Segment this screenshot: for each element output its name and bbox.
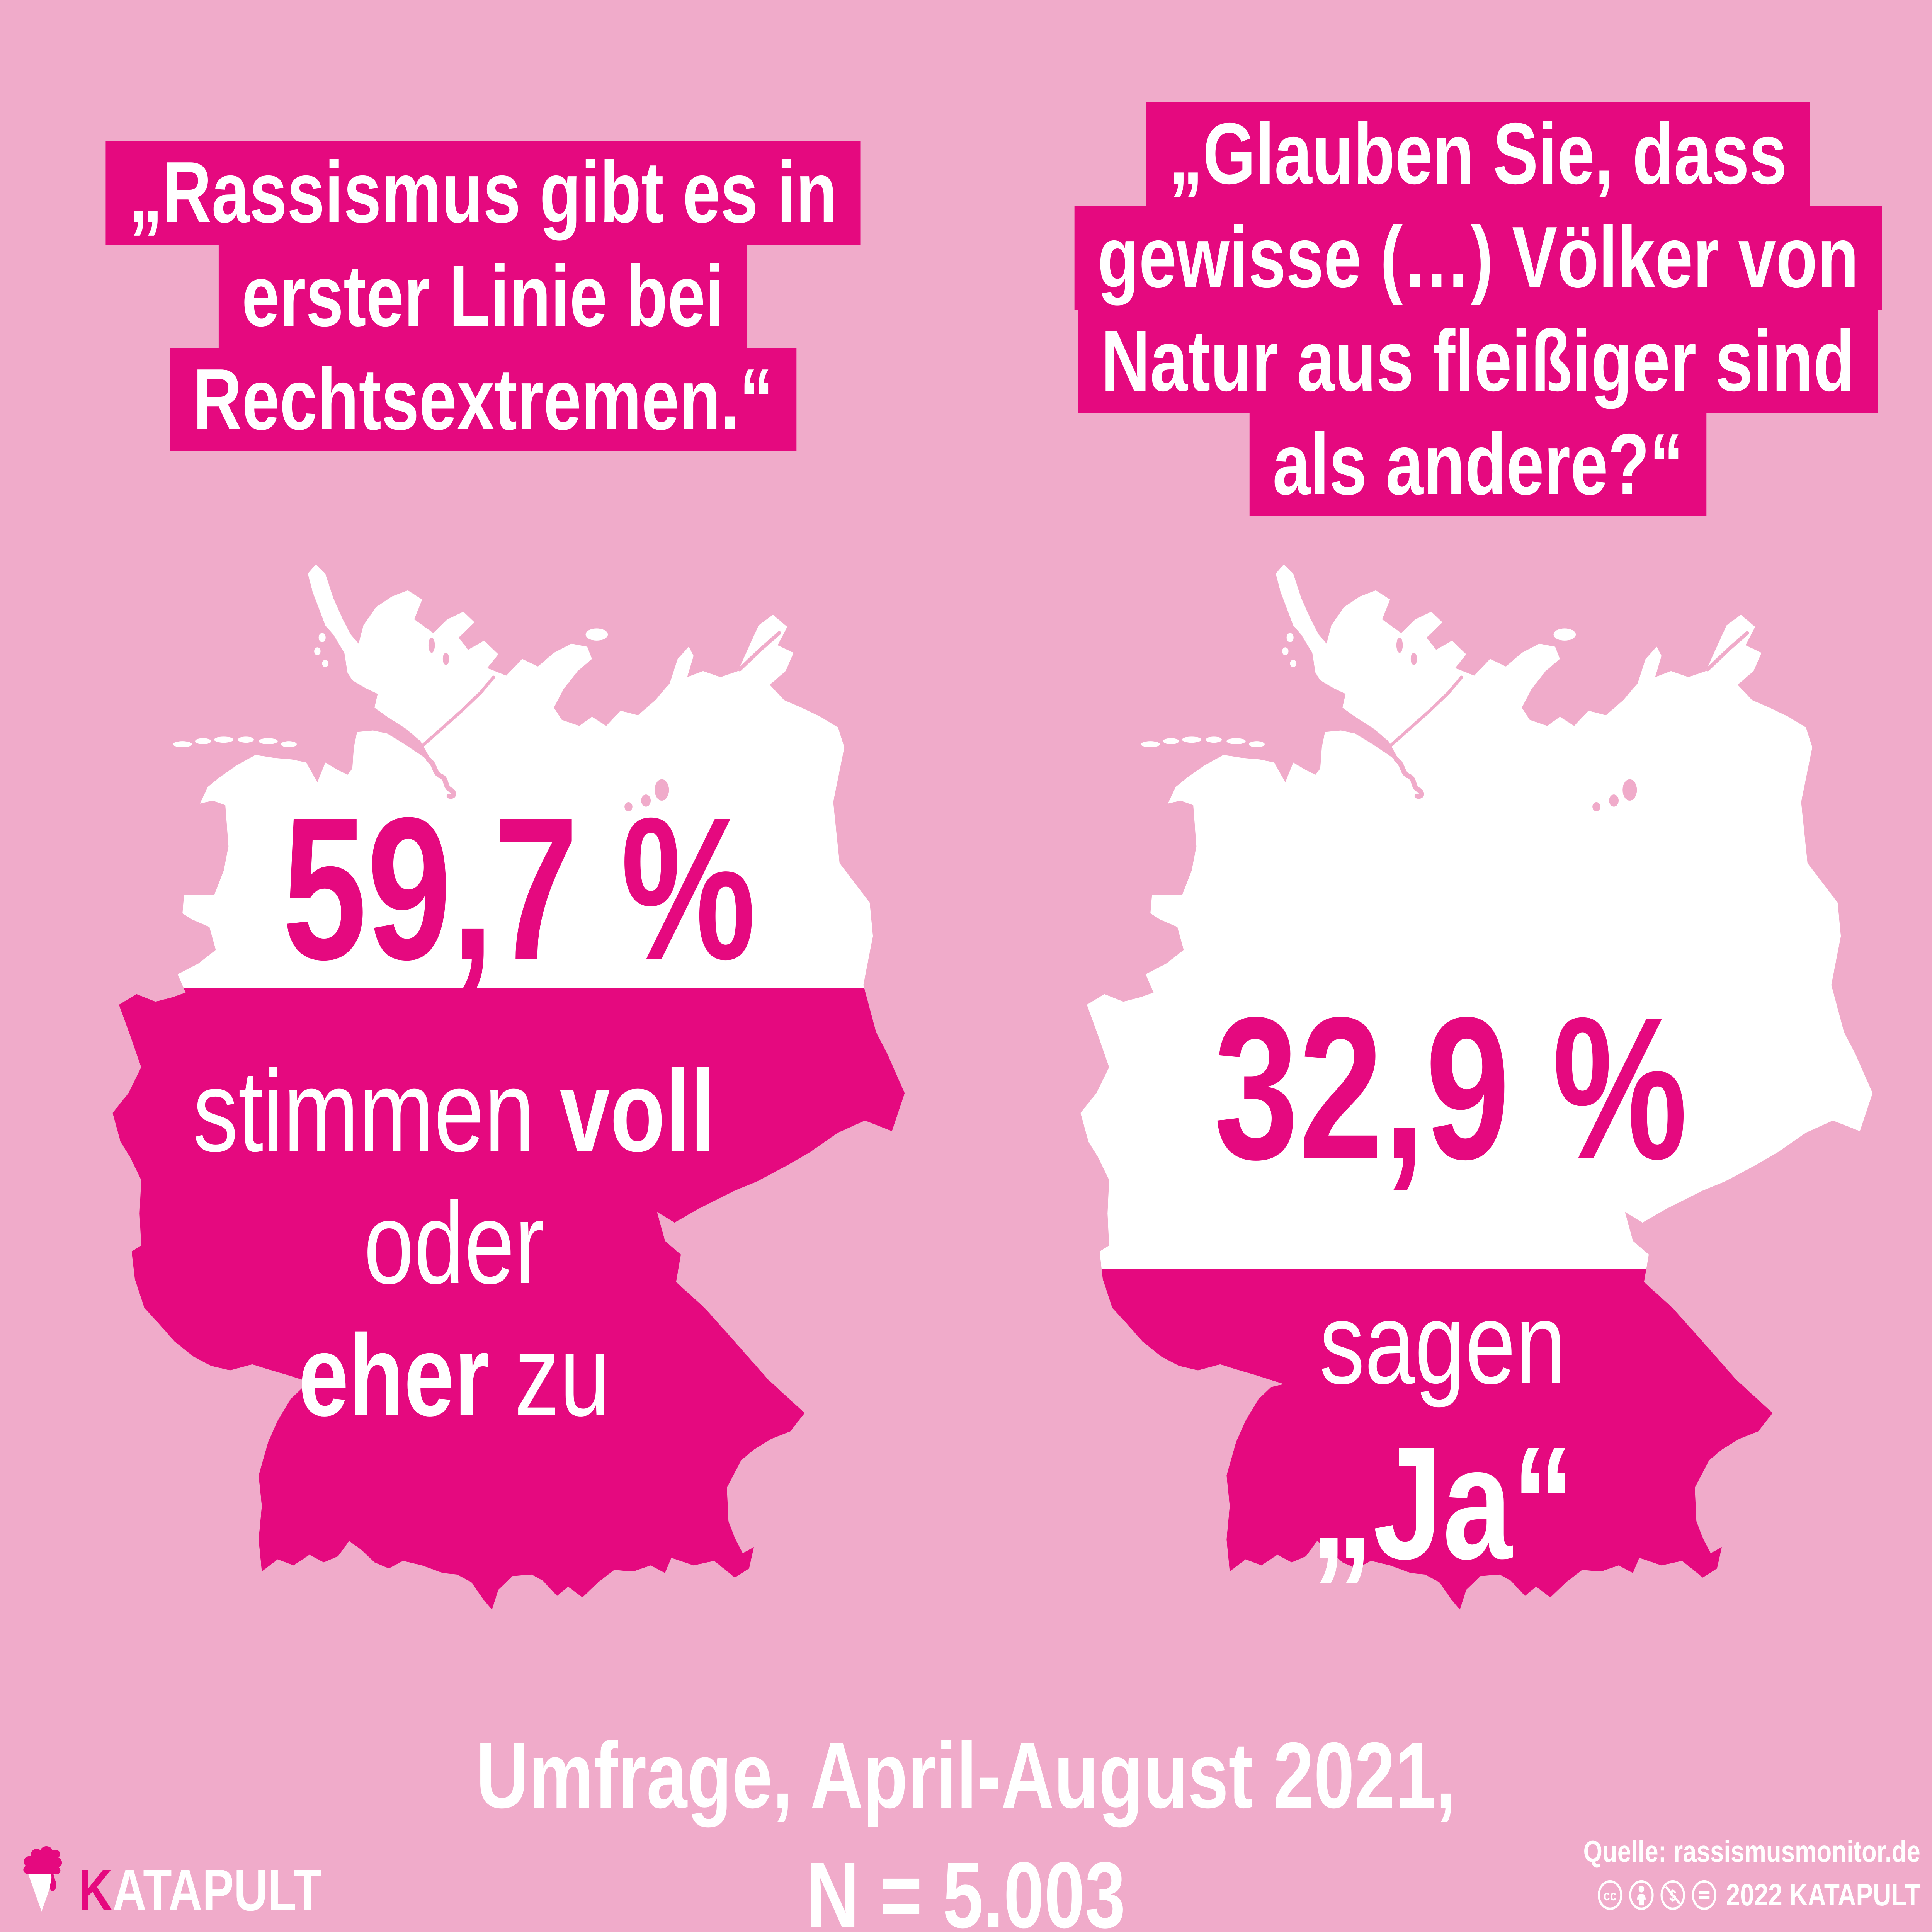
question-right: „Glauben Sie, dass gewisse (…) Völker vo… [1043, 102, 1913, 516]
question-left-line1: „Rassismus gibt es in [105, 141, 861, 245]
schlei-inlet [428, 638, 435, 653]
cc-icon: cc [1598, 1880, 1622, 1910]
source-block: Quelle: rassismusmonitor.de cc $ 202 [1509, 1832, 1920, 1913]
elbe-river-line [426, 757, 456, 799]
question-right-line3: Natur aus fleißiger sind [1078, 309, 1878, 413]
caption-left-regular1: stimmen [193, 1046, 560, 1176]
islands-left [173, 628, 608, 747]
value-label-right: 32,9 % [1214, 975, 1688, 1202]
katapult-wordmark: KATAPULT [78, 1861, 322, 1920]
map-right-caption: sagen „Ja“ [1038, 1277, 1847, 1587]
value-label-left: 59,7 % [282, 776, 756, 1002]
plauer-lake [641, 794, 651, 807]
strelasund-strait-line [738, 631, 781, 672]
islands-right [1141, 628, 1576, 747]
map-left-caption-line1: stimmen voll [139, 1045, 770, 1177]
schlei-inlet [1396, 638, 1403, 653]
by-icon [1629, 1880, 1654, 1910]
kiel-canal-line [1385, 675, 1463, 750]
caption-left-bold2: eher [298, 1310, 490, 1440]
question-left: „Rassismus gibt es in erster Linie bei R… [58, 141, 908, 452]
wordmark-k: K [78, 1857, 112, 1923]
map-left-caption-line2: oder [364, 1178, 545, 1308]
small-lake [624, 802, 633, 811]
germany-map-left-svg [112, 564, 905, 1610]
map-left-caption-line3: eher zu [139, 1309, 770, 1441]
map-right-caption-line2: „Ja“ [1310, 1413, 1575, 1593]
caption-left-bold1: voll [560, 1046, 716, 1176]
fjord-inlet [1410, 653, 1417, 665]
survey-caption-line1: Umfrage, April-August 2021, [476, 1723, 1456, 1828]
survey-caption: Umfrage, April-August 2021, N = 5.003 [0, 1716, 1932, 1932]
icecream-icon [23, 1846, 62, 1912]
source-text: Quelle: rassismusmonitor.de [1583, 1835, 1920, 1869]
question-right-line4: als andere?“ [1249, 413, 1707, 516]
katapult-logo: KATAPULT [15, 1844, 383, 1920]
svg-text:cc: cc [1604, 1888, 1617, 1904]
question-left-line3: Rechtsextremen.“ [170, 348, 796, 452]
germany-map-left: 59,7 % stimmen voll oder eher zu [106, 558, 916, 1625]
map-left-caption: stimmen voll oder eher zu [49, 1045, 859, 1441]
germany-map-right: 32,9 % sagen „Ja“ [1074, 558, 1884, 1625]
kiel-canal-line [417, 675, 495, 750]
germany-map-right-svg [1080, 564, 1873, 1610]
fjord-inlet [442, 653, 449, 665]
map-right-caption-line1: sagen [1319, 1278, 1566, 1408]
elbe-river-line [1394, 757, 1424, 799]
nd-icon [1692, 1880, 1717, 1910]
wordmark-rest: ATAPULT [112, 1857, 322, 1923]
mueritz-lake [655, 779, 669, 801]
license-row: cc $ 2022 KATAPULT [1583, 1877, 1920, 1913]
strelasund-strait-line [1706, 631, 1749, 672]
question-right-line1: „Glauben Sie, dass [1146, 102, 1810, 206]
survey-caption-line2: N = 5.003 [806, 1843, 1126, 1932]
mueritz-lake [1622, 779, 1637, 801]
nc-icon: $ [1660, 1880, 1685, 1910]
plauer-lake [1609, 794, 1619, 807]
small-lake [1592, 802, 1600, 811]
caption-left-regular2: zu [489, 1310, 611, 1440]
question-right-line2: gewisse (…) Völker von [1074, 206, 1882, 310]
question-left-line2: erster Linie bei [219, 244, 747, 348]
copyright-text: 2022 KATAPULT [1726, 1878, 1920, 1912]
